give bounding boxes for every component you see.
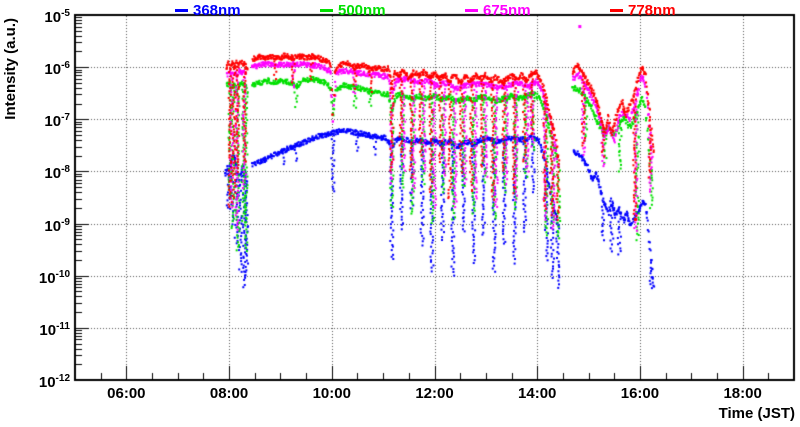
- x-tick-label: 16:00: [620, 385, 660, 402]
- legend-entry-778nm: 778nm: [610, 1, 676, 19]
- legend-entry-675nm: 675nm: [465, 1, 531, 19]
- x-axis-title: Time (JST): [718, 405, 795, 422]
- y-tick-label: 10-10: [38, 268, 70, 287]
- y-tick-label: 10-11: [39, 320, 70, 339]
- legend-label: 675nm: [483, 1, 531, 19]
- legend-line-swatch: [175, 8, 188, 12]
- legend-line-swatch: [610, 8, 623, 12]
- x-tick-label: 08:00: [209, 385, 249, 402]
- legend-label: 778nm: [628, 1, 676, 19]
- y-tick-label: 10-5: [44, 8, 70, 26]
- x-tick-label: 12:00: [415, 385, 454, 402]
- legend-entry-368nm: 368nm: [175, 1, 241, 19]
- x-tick-label: 14:00: [518, 385, 557, 402]
- legend-label: 368nm: [193, 1, 241, 19]
- legend-line-swatch: [465, 8, 478, 12]
- y-tick-label: 10-8: [44, 164, 70, 183]
- legend-line-swatch: [320, 8, 333, 12]
- x-tick-label: 06:00: [107, 385, 146, 402]
- x-tick-label: 18:00: [723, 385, 762, 402]
- legend-label: 500nm: [338, 1, 386, 19]
- y-tick-label: 10-12: [38, 373, 70, 391]
- x-tick-label: 10:00: [312, 385, 351, 402]
- legend-entry-500nm: 500nm: [320, 1, 386, 19]
- y-tick-label: 10-7: [44, 112, 70, 131]
- y-tick-label: 10-9: [44, 216, 70, 235]
- y-tick-label: 10-6: [44, 60, 70, 79]
